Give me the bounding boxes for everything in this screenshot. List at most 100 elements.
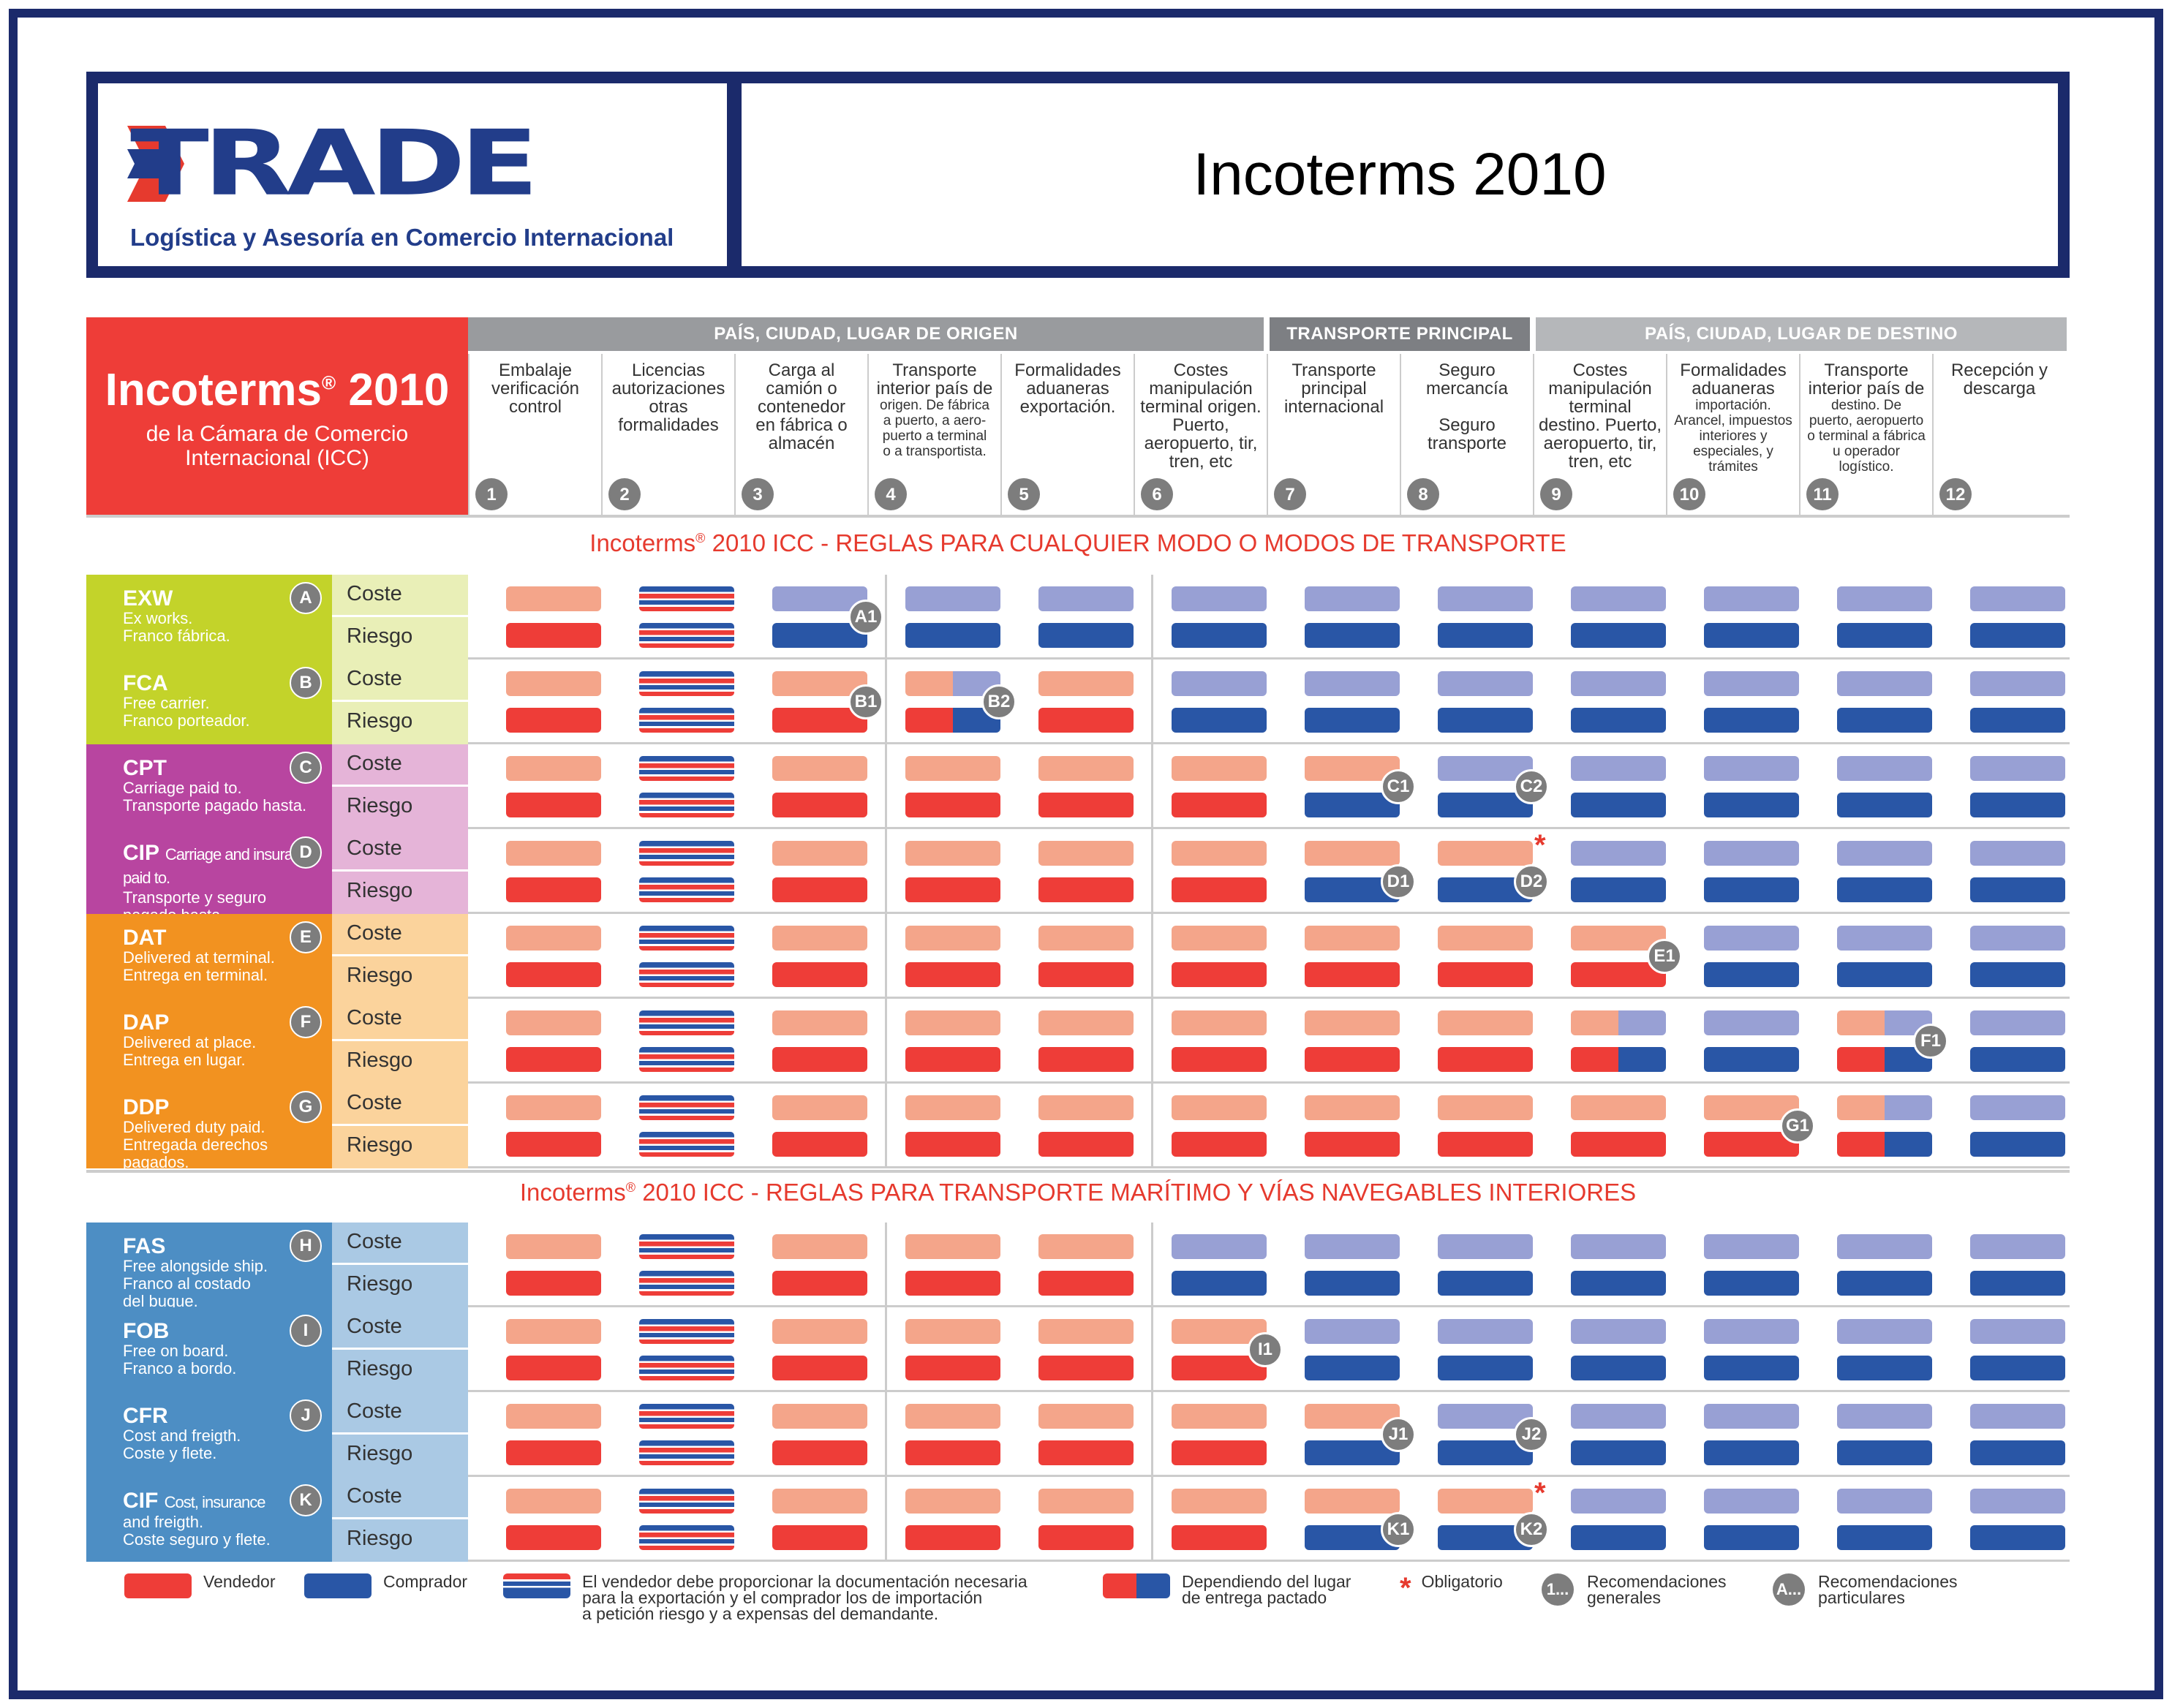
buyer-bar <box>1704 1234 1799 1259</box>
seller-bar <box>772 1356 867 1380</box>
column-header-line: destino. Puerto, <box>1538 415 1662 435</box>
seller-bar <box>506 1047 601 1072</box>
seller-bar <box>1038 1404 1134 1429</box>
incoterm-name: CIF Cost, insurance and freigth. Coste seg… <box>86 1477 332 1562</box>
grid-divider <box>1151 1477 1153 1562</box>
group-header: PAÍS, CIUDAD, LUGAR DE DESTINO <box>1536 317 2067 351</box>
split-bar <box>1571 1010 1666 1035</box>
seller-bar <box>772 1047 867 1072</box>
seller-bar <box>506 1271 601 1296</box>
responsibility-grid: B1 B2 <box>468 660 2070 744</box>
seller-bar <box>772 793 867 817</box>
seller-bar <box>772 1404 867 1429</box>
risk-label: Riesgo <box>332 1041 468 1084</box>
incoterm-letter-badge: K <box>290 1484 322 1516</box>
buyer-bar <box>1571 841 1666 866</box>
incoterm-row: DAP Delivered at place. Entrega en lugar. F… <box>86 999 2070 1084</box>
buyer-bar <box>1571 1489 1666 1514</box>
risk-label: Riesgo <box>332 1435 468 1477</box>
seller-bar <box>1172 1404 1267 1429</box>
grid-divider <box>885 914 887 999</box>
documentation-bar <box>639 708 734 733</box>
buyer-bar <box>1571 1319 1666 1344</box>
responsibility-grid <box>468 1223 2070 1307</box>
buyer-bar <box>1970 1234 2065 1259</box>
seller-bar <box>1305 1095 1400 1120</box>
buyer-bar <box>1438 671 1533 696</box>
column-header-line: internacional <box>1283 397 1384 417</box>
buyer-bar <box>1837 1234 1932 1259</box>
seller-bar <box>1172 841 1267 866</box>
incoterm-row: CIP Carriage and insurance paid to. Trans… <box>86 829 2070 924</box>
risk-label: Riesgo <box>332 617 468 660</box>
seller-bar <box>772 1271 867 1296</box>
incoterm-row: CFR Cost and freigth. Coste y flete. J Coste… <box>86 1392 2070 1477</box>
divider <box>86 515 2070 518</box>
seller-bar <box>1038 671 1134 696</box>
grid-divider <box>885 1084 887 1168</box>
column-header-line: terminal <box>1569 397 1632 417</box>
buyer-bar <box>1704 877 1799 902</box>
column-header: Transporte principal internacional 7 <box>1267 354 1400 516</box>
seller-bar <box>506 756 601 781</box>
legend-depends: Dependiendo del lugar de entrega pactado <box>1103 1573 1351 1606</box>
recommendation-badge: B2 <box>981 684 1017 719</box>
incoterm-code: FOB <box>123 1319 170 1343</box>
incoterm-description: Delivered at place. Entrega en lugar. <box>123 1033 257 1069</box>
buyer-bar <box>1970 1440 2065 1465</box>
documentation-bar <box>639 1010 734 1035</box>
seller-bar <box>1438 1047 1533 1072</box>
seller-bar <box>506 793 601 817</box>
buyer-bar <box>1970 1404 2065 1429</box>
column-header: Recepción y descarga 12 <box>1932 354 2065 516</box>
buyer-bar <box>1704 623 1799 648</box>
buyer-bar <box>1704 671 1799 696</box>
seller-bar <box>905 1440 1000 1465</box>
column-header: Formalidades aduaneras importación. Arancel… <box>1666 354 1799 516</box>
column-header: Carga al camión o contenedor en fábrica o al… <box>734 354 867 516</box>
buyer-bar <box>1704 1356 1799 1380</box>
risk-label: Riesgo <box>332 1519 468 1562</box>
seller-bar <box>905 1234 1000 1259</box>
column-header-line: aeropuerto, tir, <box>1144 434 1258 453</box>
incoterm-code: DDP <box>123 1095 170 1119</box>
buyer-bar <box>1970 793 2065 817</box>
buyer-bar <box>1837 877 1932 902</box>
documentation-bar <box>639 1489 734 1514</box>
incoterm-letter-badge: D <box>290 836 322 869</box>
seller-bar <box>772 1319 867 1344</box>
seller-bar <box>1038 877 1134 902</box>
seller-bar <box>772 1132 867 1157</box>
split-bar <box>1571 1047 1666 1072</box>
seller-bar <box>1172 1440 1267 1465</box>
incoterm-description: Delivered duty paid. Entregada derechos pa… <box>123 1118 268 1171</box>
column-header-line: Licencias <box>631 360 706 380</box>
buyer-bar <box>1438 1356 1533 1380</box>
grid-divider <box>885 1307 887 1392</box>
buyer-bar <box>1704 1525 1799 1550</box>
column-header-line: Recepción y <box>1950 360 2048 380</box>
responsibility-grid: * D1 D2 <box>468 829 2070 914</box>
section-title: Incoterms® 2010 ICC - REGLAS PARA CUALQU… <box>589 529 1566 556</box>
buyer-bar <box>1704 841 1799 866</box>
cost-label: Coste <box>332 575 468 617</box>
column-header-line: aeropuerto, tir, <box>1543 434 1657 453</box>
column-header-line: especiales, y <box>1693 444 1773 459</box>
seller-bar <box>1172 877 1267 902</box>
buyer-bar <box>1970 1356 2065 1380</box>
risk-label: Riesgo <box>332 956 468 999</box>
seller-bar <box>1438 841 1533 866</box>
seller-bar <box>905 1525 1000 1550</box>
incoterm-row: CIF Cost, insurance and freigth. Coste seg… <box>86 1477 2070 1562</box>
column-header-line: aduaneras <box>1692 379 1775 398</box>
documentation-bar <box>639 1440 734 1465</box>
column-header-line: puerto, aeropuerto <box>1809 413 1924 428</box>
documentation-bar <box>639 1525 734 1550</box>
incoterm-description: Cost and freigth. Coste y flete. <box>123 1427 241 1462</box>
buyer-bar <box>1970 1047 2065 1072</box>
column-header-line: origen. De fábrica <box>880 398 989 413</box>
seller-bar <box>1438 1132 1533 1157</box>
seller-bar <box>1038 756 1134 781</box>
seller-bar <box>1305 1489 1400 1514</box>
seller-bar <box>506 877 601 902</box>
